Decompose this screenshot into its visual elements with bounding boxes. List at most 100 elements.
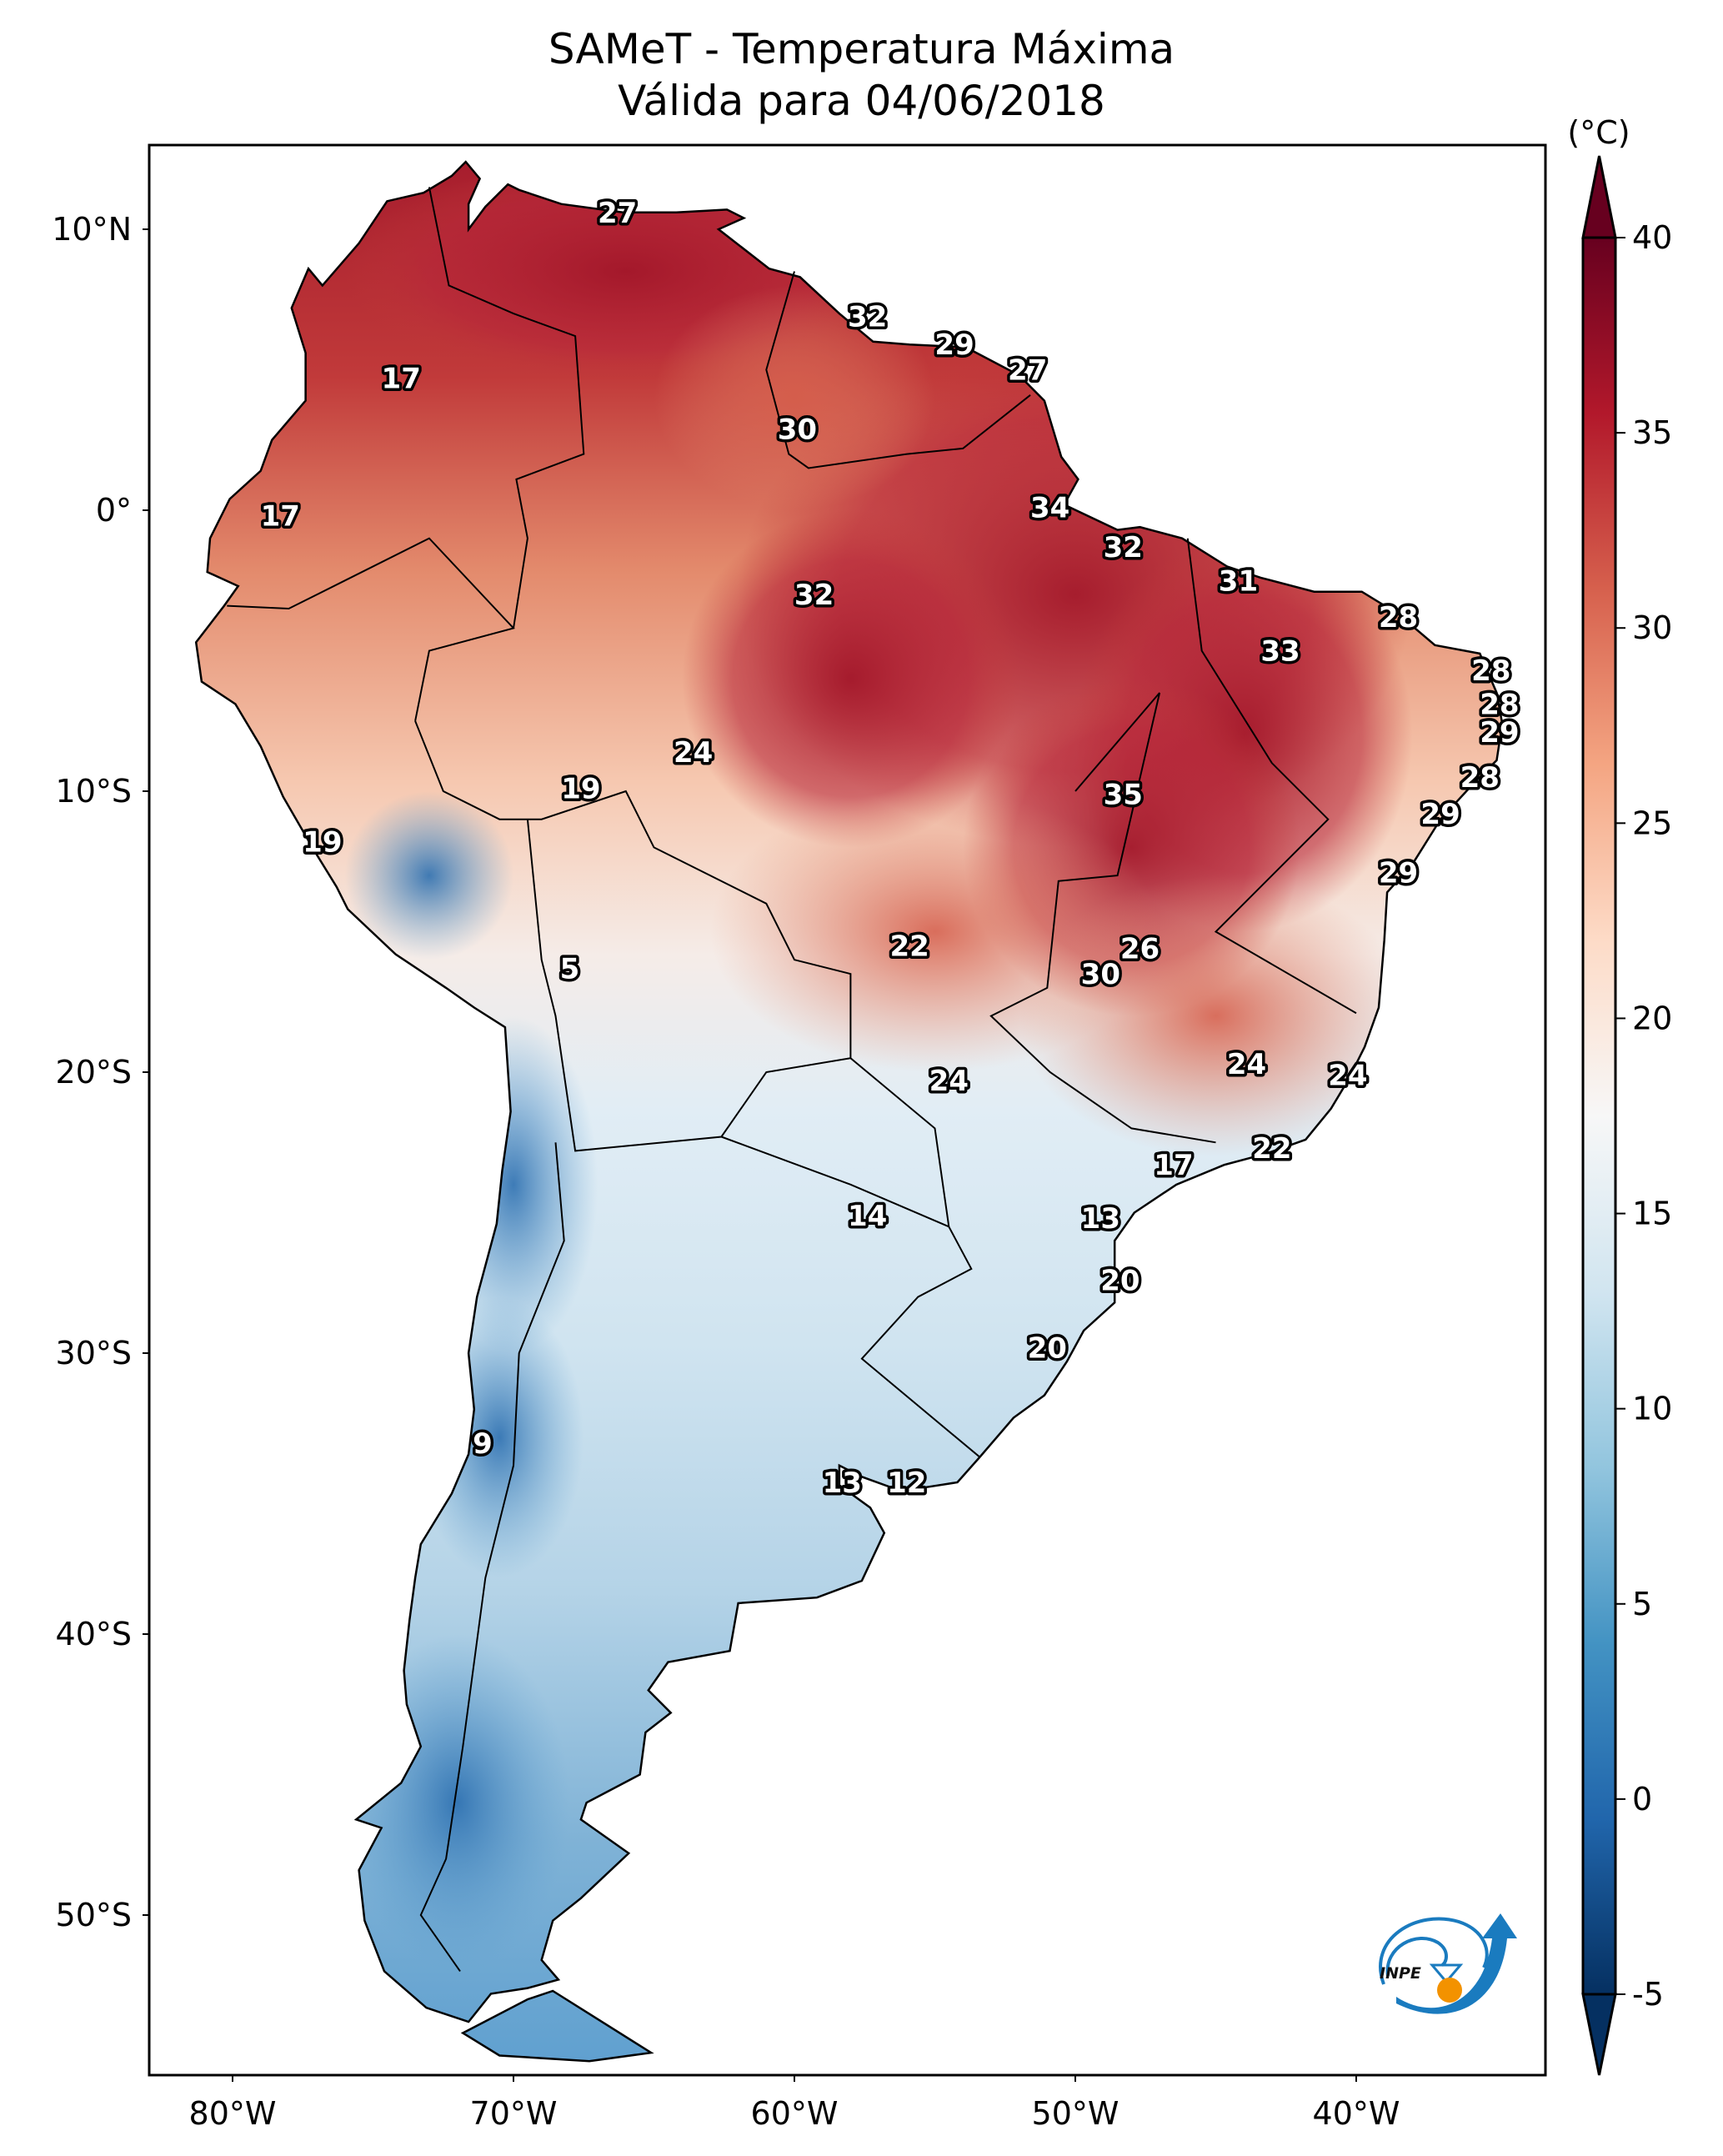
temperature-value-label: 22	[890, 930, 929, 963]
y-tick-label: 10°N	[52, 211, 132, 248]
temperature-value-label: 31	[1219, 564, 1258, 598]
border-line	[526, 819, 851, 1152]
temperature-value-label: 32	[848, 300, 887, 333]
x-tick-label: 40°W	[1313, 2095, 1400, 2132]
temperature-value-label: 32	[1104, 531, 1143, 564]
colorbar-tick-label: 30	[1632, 609, 1672, 646]
border-line	[419, 1142, 565, 1972]
border-line	[1186, 538, 1357, 1015]
temperature-region	[344, 791, 513, 960]
y-tick-label: 10°S	[56, 773, 132, 810]
temperature-value-label: 19	[561, 773, 600, 806]
longitude-axis: 80°W 70°W 60°W 50°W 40°W	[189, 2075, 1400, 2132]
temperature-value-label: 28	[1471, 654, 1510, 688]
title-line-1: SAMeT - Temperatura Máxima	[548, 25, 1175, 73]
latitude-axis: 10°N 0° 10°S 20°S 30°S 40°S 50°S	[52, 211, 149, 1933]
temperature-value-label: 17	[1154, 1149, 1193, 1182]
x-tick-label: 70°W	[470, 2095, 558, 2132]
logo-orbit-outer	[1379, 1917, 1489, 1985]
temperature-value-label: 32	[794, 579, 834, 612]
coastline	[194, 160, 1504, 2063]
temperature-value-label: 28	[1480, 689, 1519, 722]
chart-title: SAMeT - Temperatura Máxima Válida para 0…	[0, 23, 1723, 127]
temperature-value-label: 28	[1460, 761, 1500, 795]
temperature-value-label: 19	[303, 826, 342, 860]
colorbar-tick-label: 25	[1632, 805, 1672, 841]
temperature-value-label: 30	[1081, 958, 1120, 991]
border-line	[414, 720, 981, 1458]
colorbar-tick-label: 35	[1632, 414, 1672, 451]
temperature-value-label: 29	[1379, 857, 1418, 890]
x-tick-label: 50°W	[1032, 2095, 1119, 2132]
temperature-value-label: 29	[1480, 716, 1519, 750]
temperature-region	[344, 1634, 570, 1972]
colorbar-tick-label: 20	[1632, 1000, 1672, 1036]
temperature-value-label: 24	[1227, 1048, 1266, 1081]
temperature-value-label: 34	[1030, 492, 1069, 525]
temperature-region	[415, 1296, 584, 1578]
inpe-logo: INPE	[1379, 1913, 1517, 2014]
colorbar: (°C) 40 35 30 25 20 15 10 5 0 -5	[1567, 114, 1672, 2076]
y-tick-label: 40°S	[56, 1616, 132, 1652]
map-frame	[148, 143, 1547, 2077]
temperature-value-label: 27	[1008, 354, 1047, 388]
colorbar-extend-min	[1581, 1993, 1617, 2076]
temperature-value-label: 33	[1260, 635, 1300, 669]
temperature-field	[196, 162, 1503, 2062]
colorbar-ticks: 40 35 30 25 20 15 10 5 0 -5	[1615, 219, 1672, 2013]
colorbar-tick-label: 5	[1632, 1586, 1652, 1622]
temperature-region	[654, 285, 935, 510]
colorbar-tick-label: -5	[1632, 1976, 1664, 2013]
temperature-value-label: 29	[1420, 798, 1460, 831]
temperature-value-label: 17	[382, 363, 421, 396]
border-line	[428, 187, 585, 629]
political-borders	[227, 187, 1357, 1972]
temperature-value-label: 5	[560, 952, 580, 985]
title-line-2: Válida para 04/06/2018	[618, 77, 1105, 125]
temperature-region	[682, 510, 1019, 848]
logo-orbit-inner	[1385, 1937, 1448, 1977]
temperature-value-label: 28	[1379, 601, 1418, 634]
temperature-value-label: 17	[261, 500, 300, 534]
colorbar-unit-label: (°C)	[1567, 114, 1630, 151]
temperature-value-label: 20	[1100, 1264, 1139, 1297]
y-tick-label: 30°S	[56, 1335, 132, 1371]
temperature-value-label: 27	[598, 197, 637, 230]
temperature-value-label: 13	[823, 1467, 862, 1500]
temperature-value-label: 30	[778, 413, 817, 446]
logo-arrow-up	[1396, 1913, 1517, 2014]
y-tick-label: 0°	[96, 492, 132, 529]
colorbar-tick-label: 10	[1632, 1391, 1672, 1427]
temperature-value-label: 9	[473, 1427, 493, 1461]
temperature-value-label: 24	[929, 1065, 969, 1098]
x-tick-label: 80°W	[189, 2095, 277, 2132]
temperature-value-label: 24	[674, 736, 713, 770]
temperature-value-label: 13	[1081, 1202, 1120, 1236]
temperature-value-label: 12	[887, 1467, 926, 1500]
logo-sun	[1437, 1978, 1462, 2003]
border-line	[721, 1136, 949, 1228]
y-tick-label: 50°S	[56, 1897, 132, 1933]
colorbar-extend-max	[1581, 155, 1617, 239]
temperature-region	[1019, 875, 1413, 1157]
colorbar-tick-label: 0	[1632, 1781, 1652, 1818]
temperature-value-label: 29	[934, 328, 974, 362]
y-tick-label: 20°S	[56, 1054, 132, 1091]
border-line	[765, 271, 1031, 469]
temperature-value-label: 14	[848, 1200, 887, 1233]
temperature-value-label: 35	[1104, 778, 1143, 811]
logo-arrow-down	[1429, 1963, 1464, 1984]
temperature-value-label: 22	[1252, 1132, 1291, 1166]
colorbar-tick-label: 40	[1632, 219, 1672, 256]
x-tick-label: 60°W	[751, 2095, 839, 2132]
border-line	[989, 692, 1216, 1144]
logo-text: INPE	[1380, 1964, 1421, 1983]
border-line	[227, 537, 515, 721]
colorbar-tick-label: 15	[1632, 1196, 1672, 1232]
temperature-value-label: 24	[1328, 1059, 1367, 1092]
colorbar-gradient	[1583, 238, 1615, 1994]
temperature-value-label: 26	[1120, 933, 1160, 966]
